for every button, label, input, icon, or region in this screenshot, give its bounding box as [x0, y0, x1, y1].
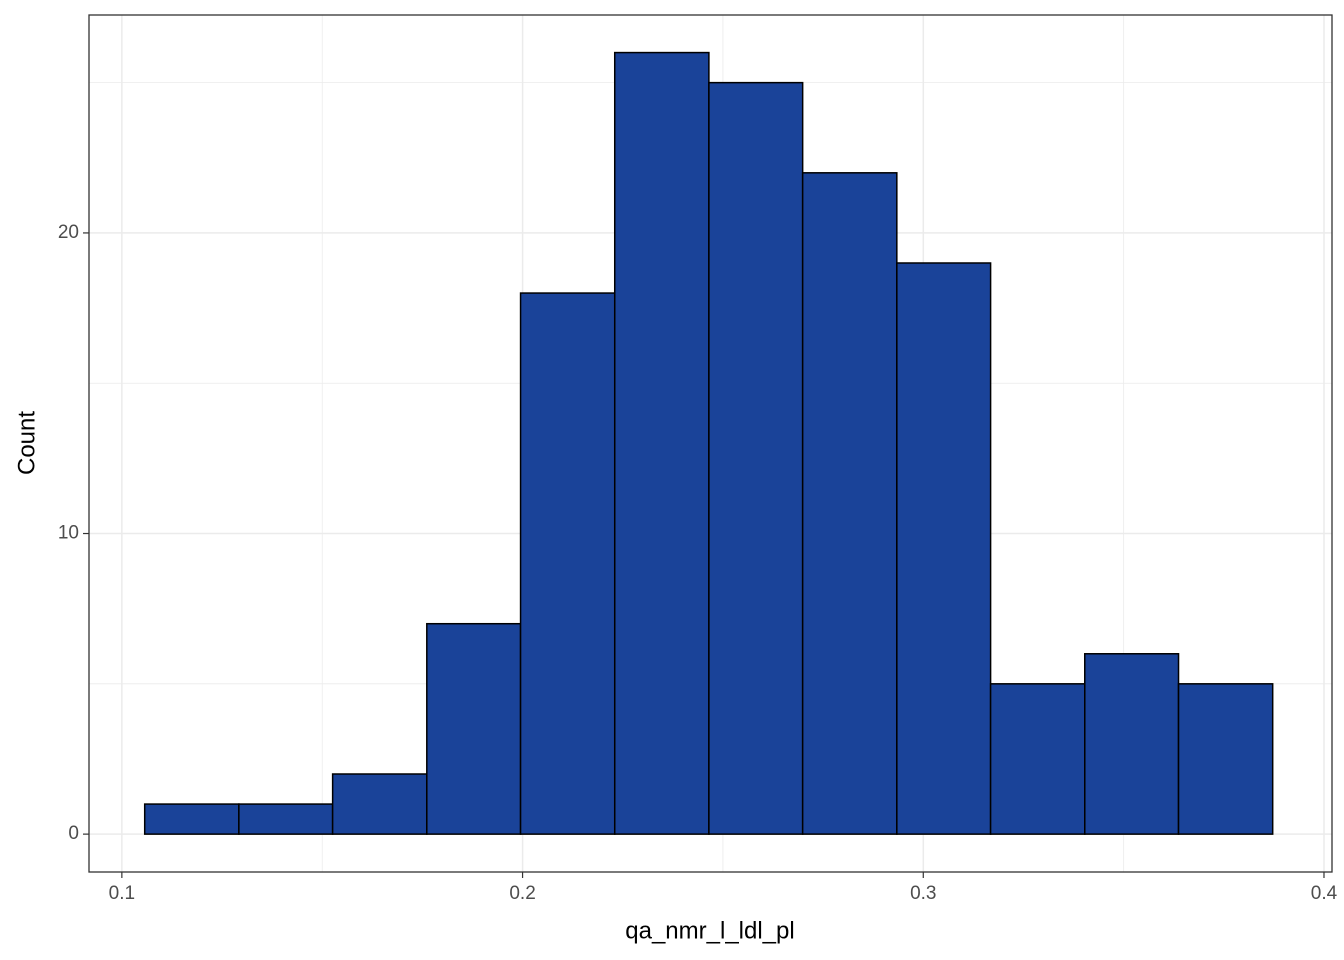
bar	[519, 292, 616, 835]
bar	[1084, 653, 1180, 835]
x-tick-label: 0.1	[109, 883, 135, 904]
bar	[331, 773, 428, 835]
bar	[426, 622, 522, 835]
bar	[613, 51, 710, 835]
bar	[801, 172, 898, 835]
y-tick-label: 20	[58, 222, 79, 243]
x-axis-title: qa_nmr_l_ldl_pl	[625, 917, 794, 944]
bar	[1177, 683, 1274, 835]
bar	[989, 683, 1086, 835]
x-tick-label: 0.2	[509, 883, 535, 904]
bar	[708, 81, 804, 835]
bar	[896, 262, 992, 835]
x-tick-label: 0.3	[910, 883, 936, 904]
y-tick-label: 10	[58, 523, 79, 544]
x-tick-label: 0.4	[1311, 883, 1338, 904]
panel-border	[88, 14, 1333, 873]
y-axis-title: Count	[13, 411, 40, 475]
bar	[238, 803, 334, 835]
y-tick-label: 0	[68, 823, 79, 844]
bar	[143, 803, 240, 835]
